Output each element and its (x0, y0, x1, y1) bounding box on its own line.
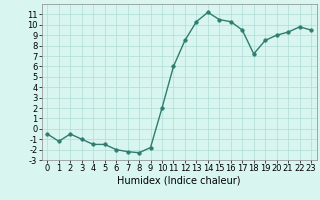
X-axis label: Humidex (Indice chaleur): Humidex (Indice chaleur) (117, 176, 241, 186)
